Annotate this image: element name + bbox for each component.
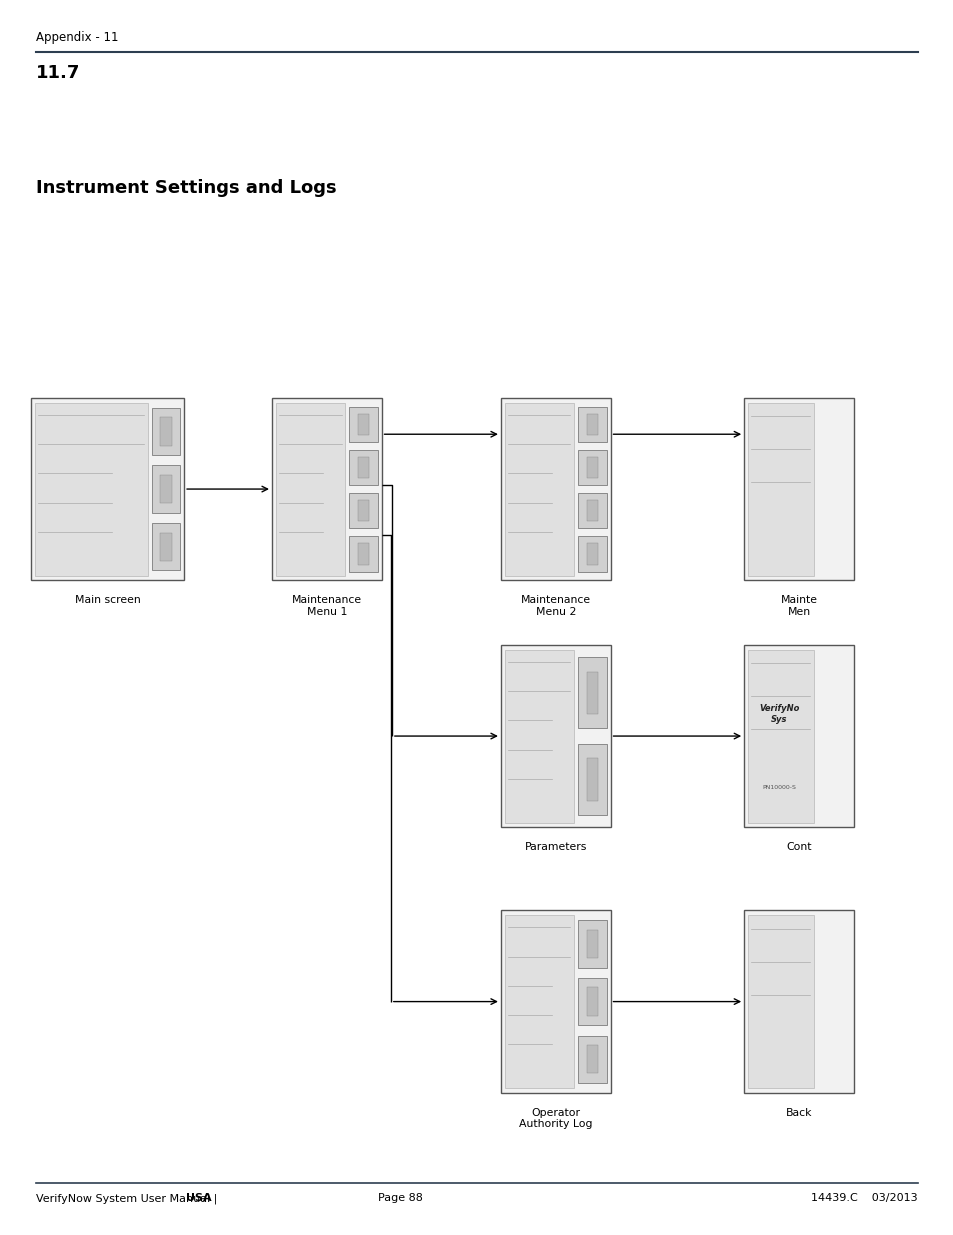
Bar [272,398,381,580]
Bar [743,398,853,580]
Bar [578,743,606,815]
Text: VerifyNow System User Manual |: VerifyNow System User Manual | [36,1193,221,1204]
Bar [578,920,606,967]
Text: Page 88: Page 88 [377,1193,423,1203]
Bar [747,403,813,576]
Bar [586,930,598,958]
Bar [160,475,172,503]
Bar [500,398,610,580]
Bar [31,398,184,580]
Bar [500,910,610,1093]
Bar [586,457,598,478]
Text: Cont: Cont [785,842,811,852]
Bar [160,417,172,446]
Bar [586,543,598,564]
Text: Maintenance
Menu 2: Maintenance Menu 2 [520,595,590,616]
Text: PN10000-S: PN10000-S [761,784,796,789]
Bar [357,414,369,435]
Bar [152,408,180,454]
Bar [349,406,377,442]
Text: 11.7: 11.7 [36,64,81,83]
Text: Main screen: Main screen [75,595,140,605]
Bar [35,403,148,576]
Text: Parameters: Parameters [524,842,586,852]
Bar [578,978,606,1025]
Bar [504,403,574,576]
Bar [578,536,606,572]
Text: Appendix - 11: Appendix - 11 [36,31,118,44]
Bar [152,466,180,513]
Text: Mainte
Men: Mainte Men [780,595,817,616]
Bar [743,910,853,1093]
Text: 14439.C    03/2013: 14439.C 03/2013 [810,1193,917,1203]
Text: USA: USA [186,1193,212,1203]
Bar [586,1045,598,1073]
Bar [349,450,377,485]
Bar [357,500,369,521]
Bar [504,915,574,1088]
Text: Maintenance
Menu 1: Maintenance Menu 1 [292,595,361,616]
Text: VerifyNo
Sys: VerifyNo Sys [759,704,799,724]
Bar [349,536,377,572]
Bar [275,403,345,576]
Bar [747,915,813,1088]
Bar [500,645,610,827]
Bar [349,493,377,529]
Bar [504,650,574,823]
Bar [152,524,180,571]
Text: Operator
Authority Log: Operator Authority Log [518,1108,592,1129]
Bar [357,457,369,478]
Text: Instrument Settings and Logs: Instrument Settings and Logs [36,179,336,198]
Bar [743,645,853,827]
Bar [578,493,606,529]
Bar [586,414,598,435]
Bar [747,650,813,823]
Bar [586,758,598,800]
Bar [357,543,369,564]
Bar [586,672,598,714]
Bar [586,500,598,521]
Text: Back: Back [785,1108,811,1118]
Bar [578,406,606,442]
Bar [578,1036,606,1083]
Bar [578,450,606,485]
Bar [578,657,606,729]
Bar [586,988,598,1015]
Bar [160,532,172,561]
